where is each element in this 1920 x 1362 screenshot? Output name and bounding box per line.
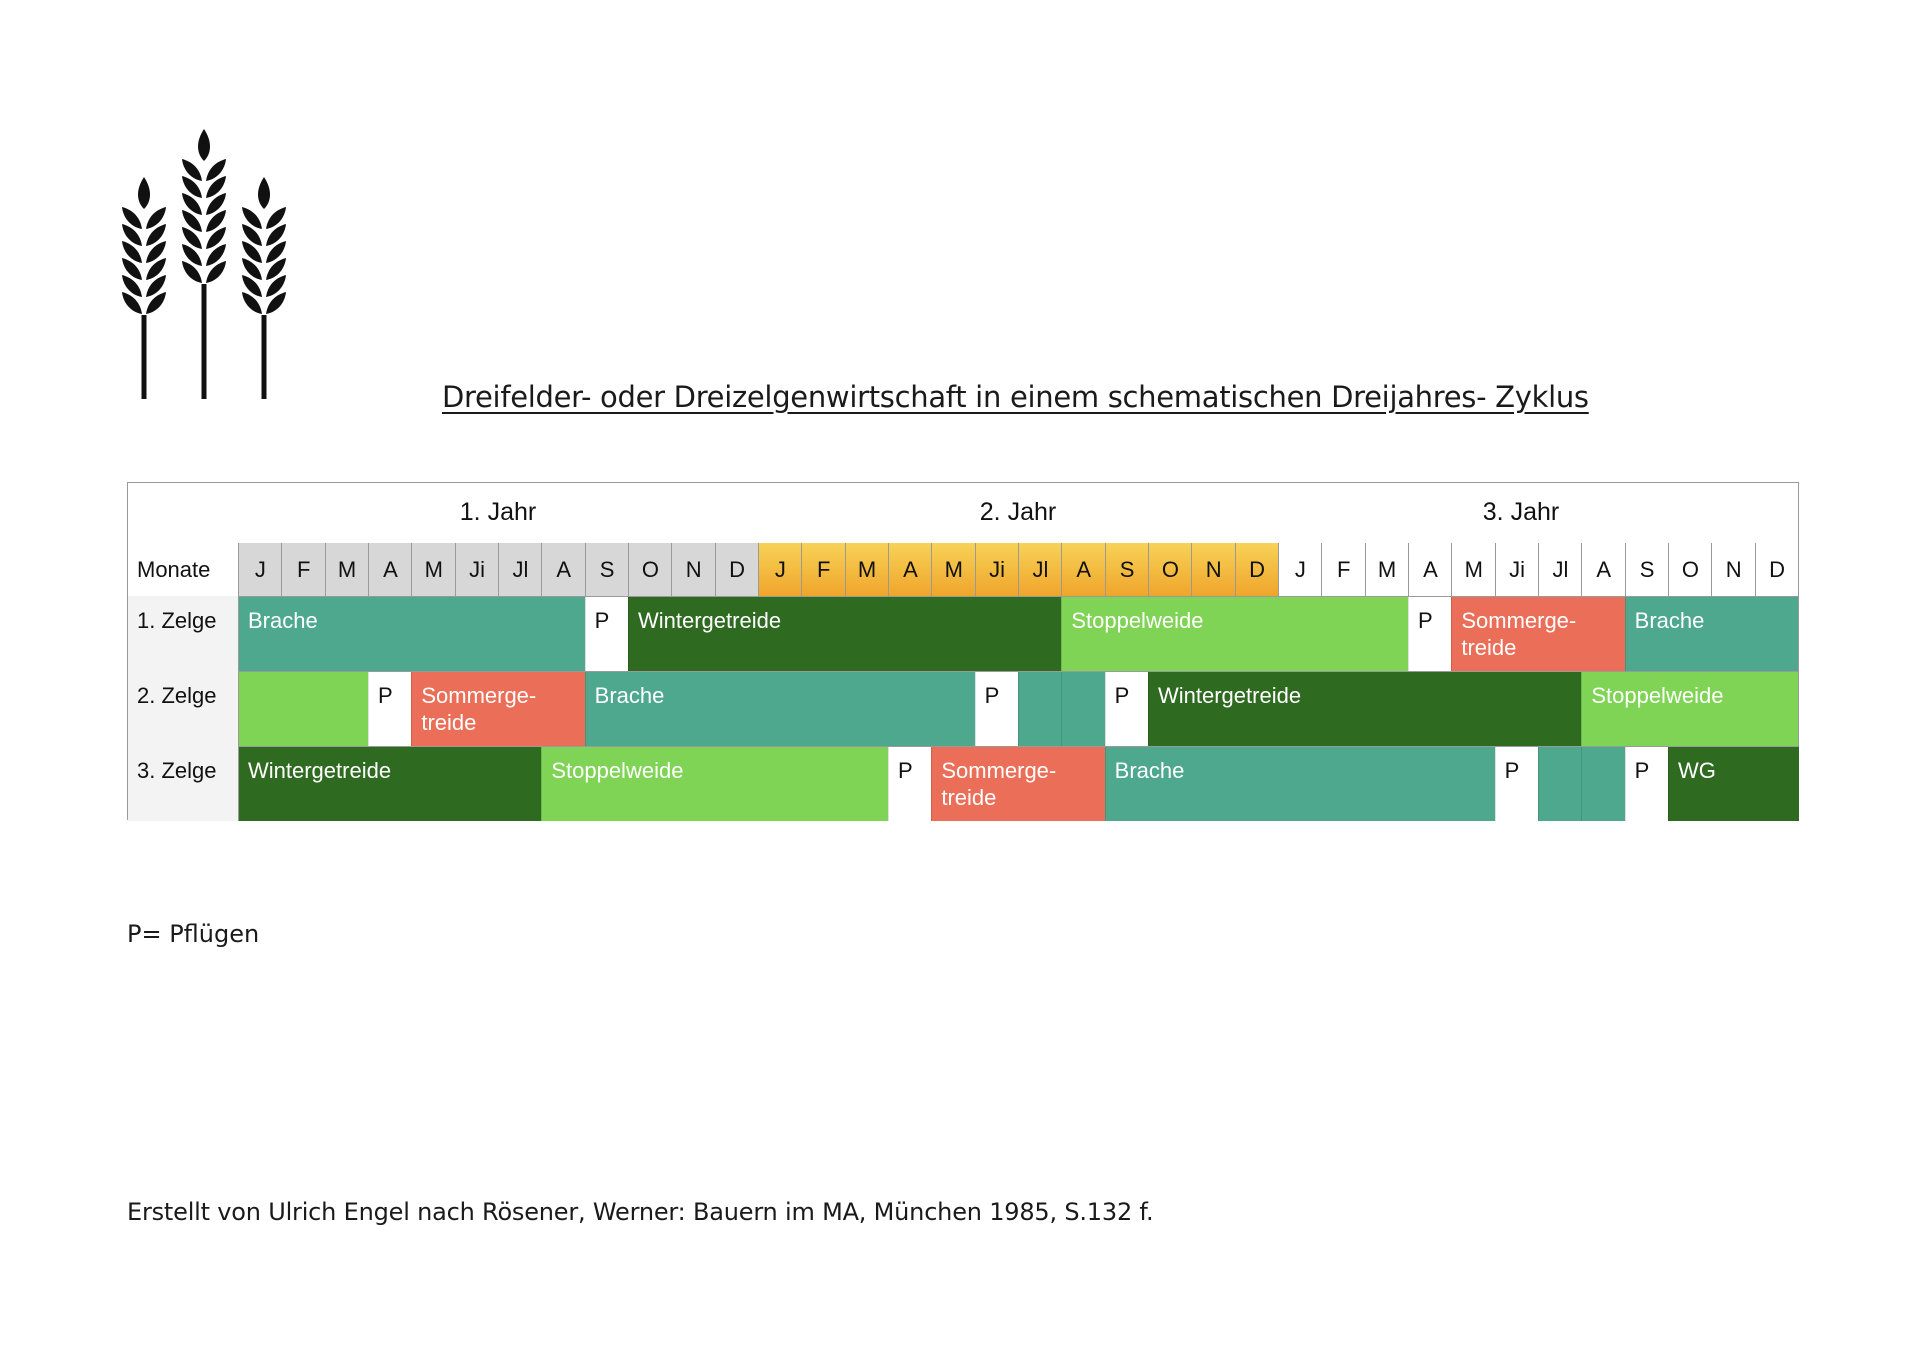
- month-cell: O: [628, 543, 672, 596]
- crop-band: Sommerge- treide: [931, 747, 1106, 821]
- plough-cell: P: [1408, 597, 1452, 671]
- month-cell: M: [1364, 543, 1409, 596]
- crop-band: [1538, 747, 1582, 821]
- crop-band: Wintergetreide: [628, 597, 1062, 671]
- month-cell: Jl: [498, 543, 542, 596]
- month-cell: Ji: [454, 543, 499, 596]
- crop-band: Stoppelweide: [541, 747, 889, 821]
- crop-band: Wintergetreide: [1148, 672, 1582, 746]
- month-cell: F: [281, 543, 326, 596]
- divider: [128, 596, 1798, 597]
- month-cell: S: [1624, 543, 1669, 596]
- month-cell: Ji: [1494, 543, 1539, 596]
- crop-band: Brache: [1104, 747, 1496, 821]
- wheat-icon: [122, 129, 286, 399]
- crop-band: Brache: [584, 672, 976, 746]
- month-cell: A: [1408, 543, 1452, 596]
- crop-band: [1061, 672, 1106, 746]
- month-cell: M: [844, 543, 889, 596]
- month-cell: M: [324, 543, 369, 596]
- row-label-zelge-2: 2. Zelge: [128, 671, 238, 746]
- month-cell: S: [1104, 543, 1149, 596]
- month-cell: D: [714, 543, 759, 596]
- month-cell: F: [1321, 543, 1366, 596]
- month-cell: J: [1278, 543, 1322, 596]
- crop-band: Sommerge- treide: [1451, 597, 1626, 671]
- crop-band: Wintergetreide: [238, 747, 542, 821]
- month-cell: M: [411, 543, 456, 596]
- crop-band: Stoppelweide: [1581, 672, 1799, 746]
- month-cell: N: [1191, 543, 1236, 596]
- crop-band: [1581, 747, 1626, 821]
- month-cell: F: [801, 543, 846, 596]
- month-cell: Jl: [1018, 543, 1062, 596]
- plough-cell: P: [974, 672, 1019, 746]
- month-cell: N: [1711, 543, 1756, 596]
- plough-cell: P: [888, 747, 932, 821]
- month-cell: J: [238, 543, 282, 596]
- year-label-3: 3. Jahr: [1482, 498, 1560, 526]
- month-cell: M: [1451, 543, 1496, 596]
- page-title: Dreifelder- oder Dreizelgenwirtschaft in…: [442, 380, 1589, 414]
- divider: [238, 543, 239, 821]
- crop-band: [1018, 672, 1062, 746]
- crop-band: Brache: [238, 597, 586, 671]
- crop-rotation-diagram: 1. Jahr 2. Jahr 3. Jahr Monate J F M A M Ji Jl A S O N…: [127, 482, 1799, 821]
- month-cell: N: [671, 543, 716, 596]
- crop-band: WG: [1668, 747, 1799, 821]
- month-cell: A: [1581, 543, 1626, 596]
- legend-note: P= Pflügen: [127, 920, 260, 948]
- plough-cell: P: [584, 597, 629, 671]
- month-cell: A: [1061, 543, 1106, 596]
- source-credit: Erstellt von Ulrich Engel nach Rösener, …: [127, 1198, 1154, 1226]
- month-cell: O: [1148, 543, 1192, 596]
- row-label-zelge-3: 3. Zelge: [128, 746, 238, 821]
- plough-cell: P: [1104, 672, 1149, 746]
- month-cell: S: [584, 543, 629, 596]
- row-label-zelge-1: 1. Zelge: [128, 596, 238, 671]
- month-cell: A: [541, 543, 586, 596]
- plough-cell: P: [1494, 747, 1539, 821]
- crop-band: Brache: [1624, 597, 1799, 671]
- month-cell: M: [931, 543, 976, 596]
- month-cell: O: [1668, 543, 1712, 596]
- month-cell: D: [1754, 543, 1799, 596]
- month-cell: Jl: [1538, 543, 1582, 596]
- month-cell: J: [758, 543, 802, 596]
- crop-band: [238, 672, 369, 746]
- crop-band: Sommerge- treide: [411, 672, 586, 746]
- months-header: Monate: [128, 543, 238, 596]
- month-cell: A: [368, 543, 412, 596]
- month-cell: Ji: [974, 543, 1019, 596]
- year-label-1: 1. Jahr: [459, 498, 537, 526]
- year-label-2: 2. Jahr: [979, 498, 1057, 526]
- crop-band: Stoppelweide: [1061, 597, 1409, 671]
- divider: [128, 671, 1798, 672]
- plough-cell: P: [1624, 747, 1669, 821]
- divider: [128, 746, 1798, 747]
- plough-cell: P: [368, 672, 412, 746]
- month-cell: D: [1234, 543, 1279, 596]
- month-cell: A: [888, 543, 932, 596]
